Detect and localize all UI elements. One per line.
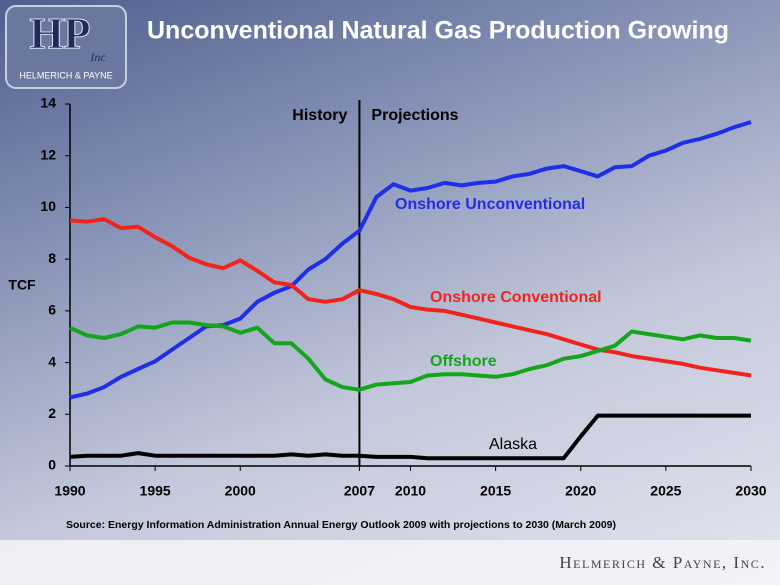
series-label: Alaska [489,436,537,453]
series-line [69,217,752,378]
series-label: Onshore Unconventional [395,196,585,213]
y-tick-label: 4 [48,353,56,369]
x-tick-label: 2020 [565,483,596,499]
series-line [69,320,752,392]
chart-title: Unconventional Natural Gas Production Gr… [147,17,729,45]
y-axis-label: TCF [8,277,36,293]
series-line [69,413,751,461]
y-tick-label: 0 [48,457,56,473]
logo: HP Inc HELMERICH & PAYNE [5,5,127,89]
y-tick-label: 6 [48,302,56,318]
source-note: Source: Energy Information Administratio… [66,519,616,531]
x-tick-label: 2015 [480,483,511,499]
x-tick-label: 2025 [650,483,681,499]
y-tick-label: 8 [48,250,56,266]
annotation: History [292,107,347,124]
y-tick-label: 2 [48,405,56,421]
x-tick-label: 2007 [344,483,375,499]
footer-text: Helmerich & Payne, Inc. [559,553,766,572]
x-tick-label: 2000 [225,483,256,499]
logo-initials: HP [29,9,90,58]
series-line [69,120,752,400]
logo-inc: Inc [89,50,106,64]
y-tick-label: 14 [40,95,56,111]
logo-name: HELMERICH & PAYNE [19,70,112,80]
x-tick-label: 2030 [735,483,766,499]
x-tick-label: 1990 [54,483,85,499]
series-label: Offshore [430,353,497,370]
y-tick-label: 10 [40,198,56,214]
x-tick-label: 2010 [395,483,426,499]
y-tick-label: 12 [40,146,56,162]
footer-band [0,540,780,585]
x-tick-label: 1995 [140,483,171,499]
series-label: Onshore Conventional [430,289,602,306]
annotation: Projections [371,107,458,124]
